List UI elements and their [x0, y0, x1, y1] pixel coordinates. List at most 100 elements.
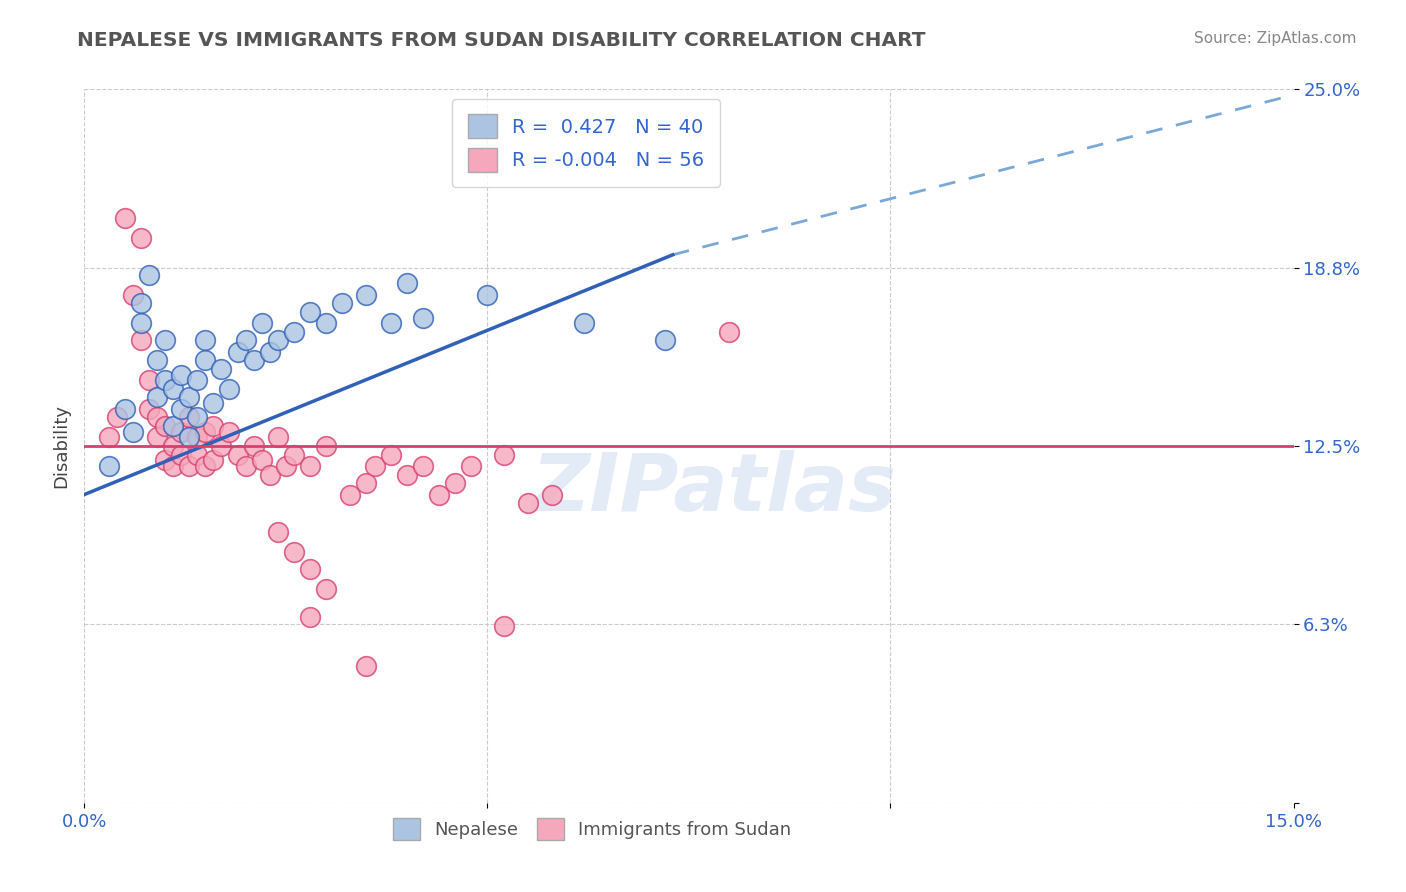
Point	[460, 458, 482, 473]
Point	[202, 419, 225, 434]
Point	[267, 524, 290, 539]
Point	[492, 448, 515, 462]
Point	[170, 368, 193, 382]
Point	[427, 487, 450, 501]
Point	[146, 430, 169, 444]
Point	[105, 410, 128, 425]
Point	[194, 425, 217, 439]
Point	[226, 448, 249, 462]
Point	[477, 287, 499, 301]
Point	[395, 277, 418, 291]
Legend: Nepalese, Immigrants from Sudan: Nepalese, Immigrants from Sudan	[385, 811, 799, 847]
Point	[267, 430, 290, 444]
Point	[129, 334, 152, 348]
Point	[492, 619, 515, 633]
Point	[121, 425, 143, 439]
Point	[299, 458, 322, 473]
Point	[315, 582, 337, 596]
Point	[170, 425, 193, 439]
Point	[283, 448, 305, 462]
Point	[146, 391, 169, 405]
Point	[267, 334, 290, 348]
Point	[218, 382, 240, 396]
Point	[129, 316, 152, 330]
Point	[202, 453, 225, 467]
Point	[572, 316, 595, 330]
Point	[259, 467, 281, 482]
Point	[146, 353, 169, 368]
Point	[235, 334, 257, 348]
Point	[202, 396, 225, 410]
Point	[718, 325, 741, 339]
Point	[162, 419, 184, 434]
Point	[380, 448, 402, 462]
Point	[541, 487, 564, 501]
Point	[194, 353, 217, 368]
Point	[153, 453, 176, 467]
Point	[179, 430, 201, 444]
Point	[356, 658, 378, 673]
Point	[299, 562, 322, 576]
Point	[194, 334, 217, 348]
Point	[356, 476, 378, 491]
Point	[315, 439, 337, 453]
Point	[209, 362, 232, 376]
Point	[194, 458, 217, 473]
Point	[516, 496, 538, 510]
Point	[235, 458, 257, 473]
Point	[242, 439, 264, 453]
Point	[179, 391, 201, 405]
Point	[380, 316, 402, 330]
Text: ZIPatlas: ZIPatlas	[530, 450, 896, 528]
Point	[250, 316, 273, 330]
Point	[274, 458, 297, 473]
Point	[330, 296, 353, 310]
Point	[186, 410, 208, 425]
Text: Source: ZipAtlas.com: Source: ZipAtlas.com	[1194, 31, 1357, 46]
Point	[363, 458, 385, 473]
Point	[179, 458, 201, 473]
Point	[170, 401, 193, 416]
Point	[153, 373, 176, 387]
Point	[186, 448, 208, 462]
Point	[654, 334, 676, 348]
Point	[315, 316, 337, 330]
Point	[356, 287, 378, 301]
Y-axis label: Disability: Disability	[52, 404, 70, 488]
Point	[114, 211, 136, 225]
Text: NEPALESE VS IMMIGRANTS FROM SUDAN DISABILITY CORRELATION CHART: NEPALESE VS IMMIGRANTS FROM SUDAN DISABI…	[77, 31, 925, 50]
Point	[186, 430, 208, 444]
Point	[259, 344, 281, 359]
Point	[162, 382, 184, 396]
Point	[97, 458, 120, 473]
Point	[299, 610, 322, 624]
Point	[412, 458, 434, 473]
Point	[283, 544, 305, 558]
Point	[146, 410, 169, 425]
Point	[412, 310, 434, 325]
Point	[129, 296, 152, 310]
Point	[218, 425, 240, 439]
Point	[153, 419, 176, 434]
Point	[97, 430, 120, 444]
Point	[444, 476, 467, 491]
Point	[153, 334, 176, 348]
Point	[114, 401, 136, 416]
Point	[299, 305, 322, 319]
Point	[186, 373, 208, 387]
Point	[162, 439, 184, 453]
Point	[209, 439, 232, 453]
Point	[339, 487, 361, 501]
Point	[121, 287, 143, 301]
Point	[226, 344, 249, 359]
Point	[162, 458, 184, 473]
Point	[129, 230, 152, 244]
Point	[179, 410, 201, 425]
Point	[242, 353, 264, 368]
Point	[138, 373, 160, 387]
Point	[170, 448, 193, 462]
Point	[283, 325, 305, 339]
Point	[138, 268, 160, 282]
Point	[138, 401, 160, 416]
Point	[250, 453, 273, 467]
